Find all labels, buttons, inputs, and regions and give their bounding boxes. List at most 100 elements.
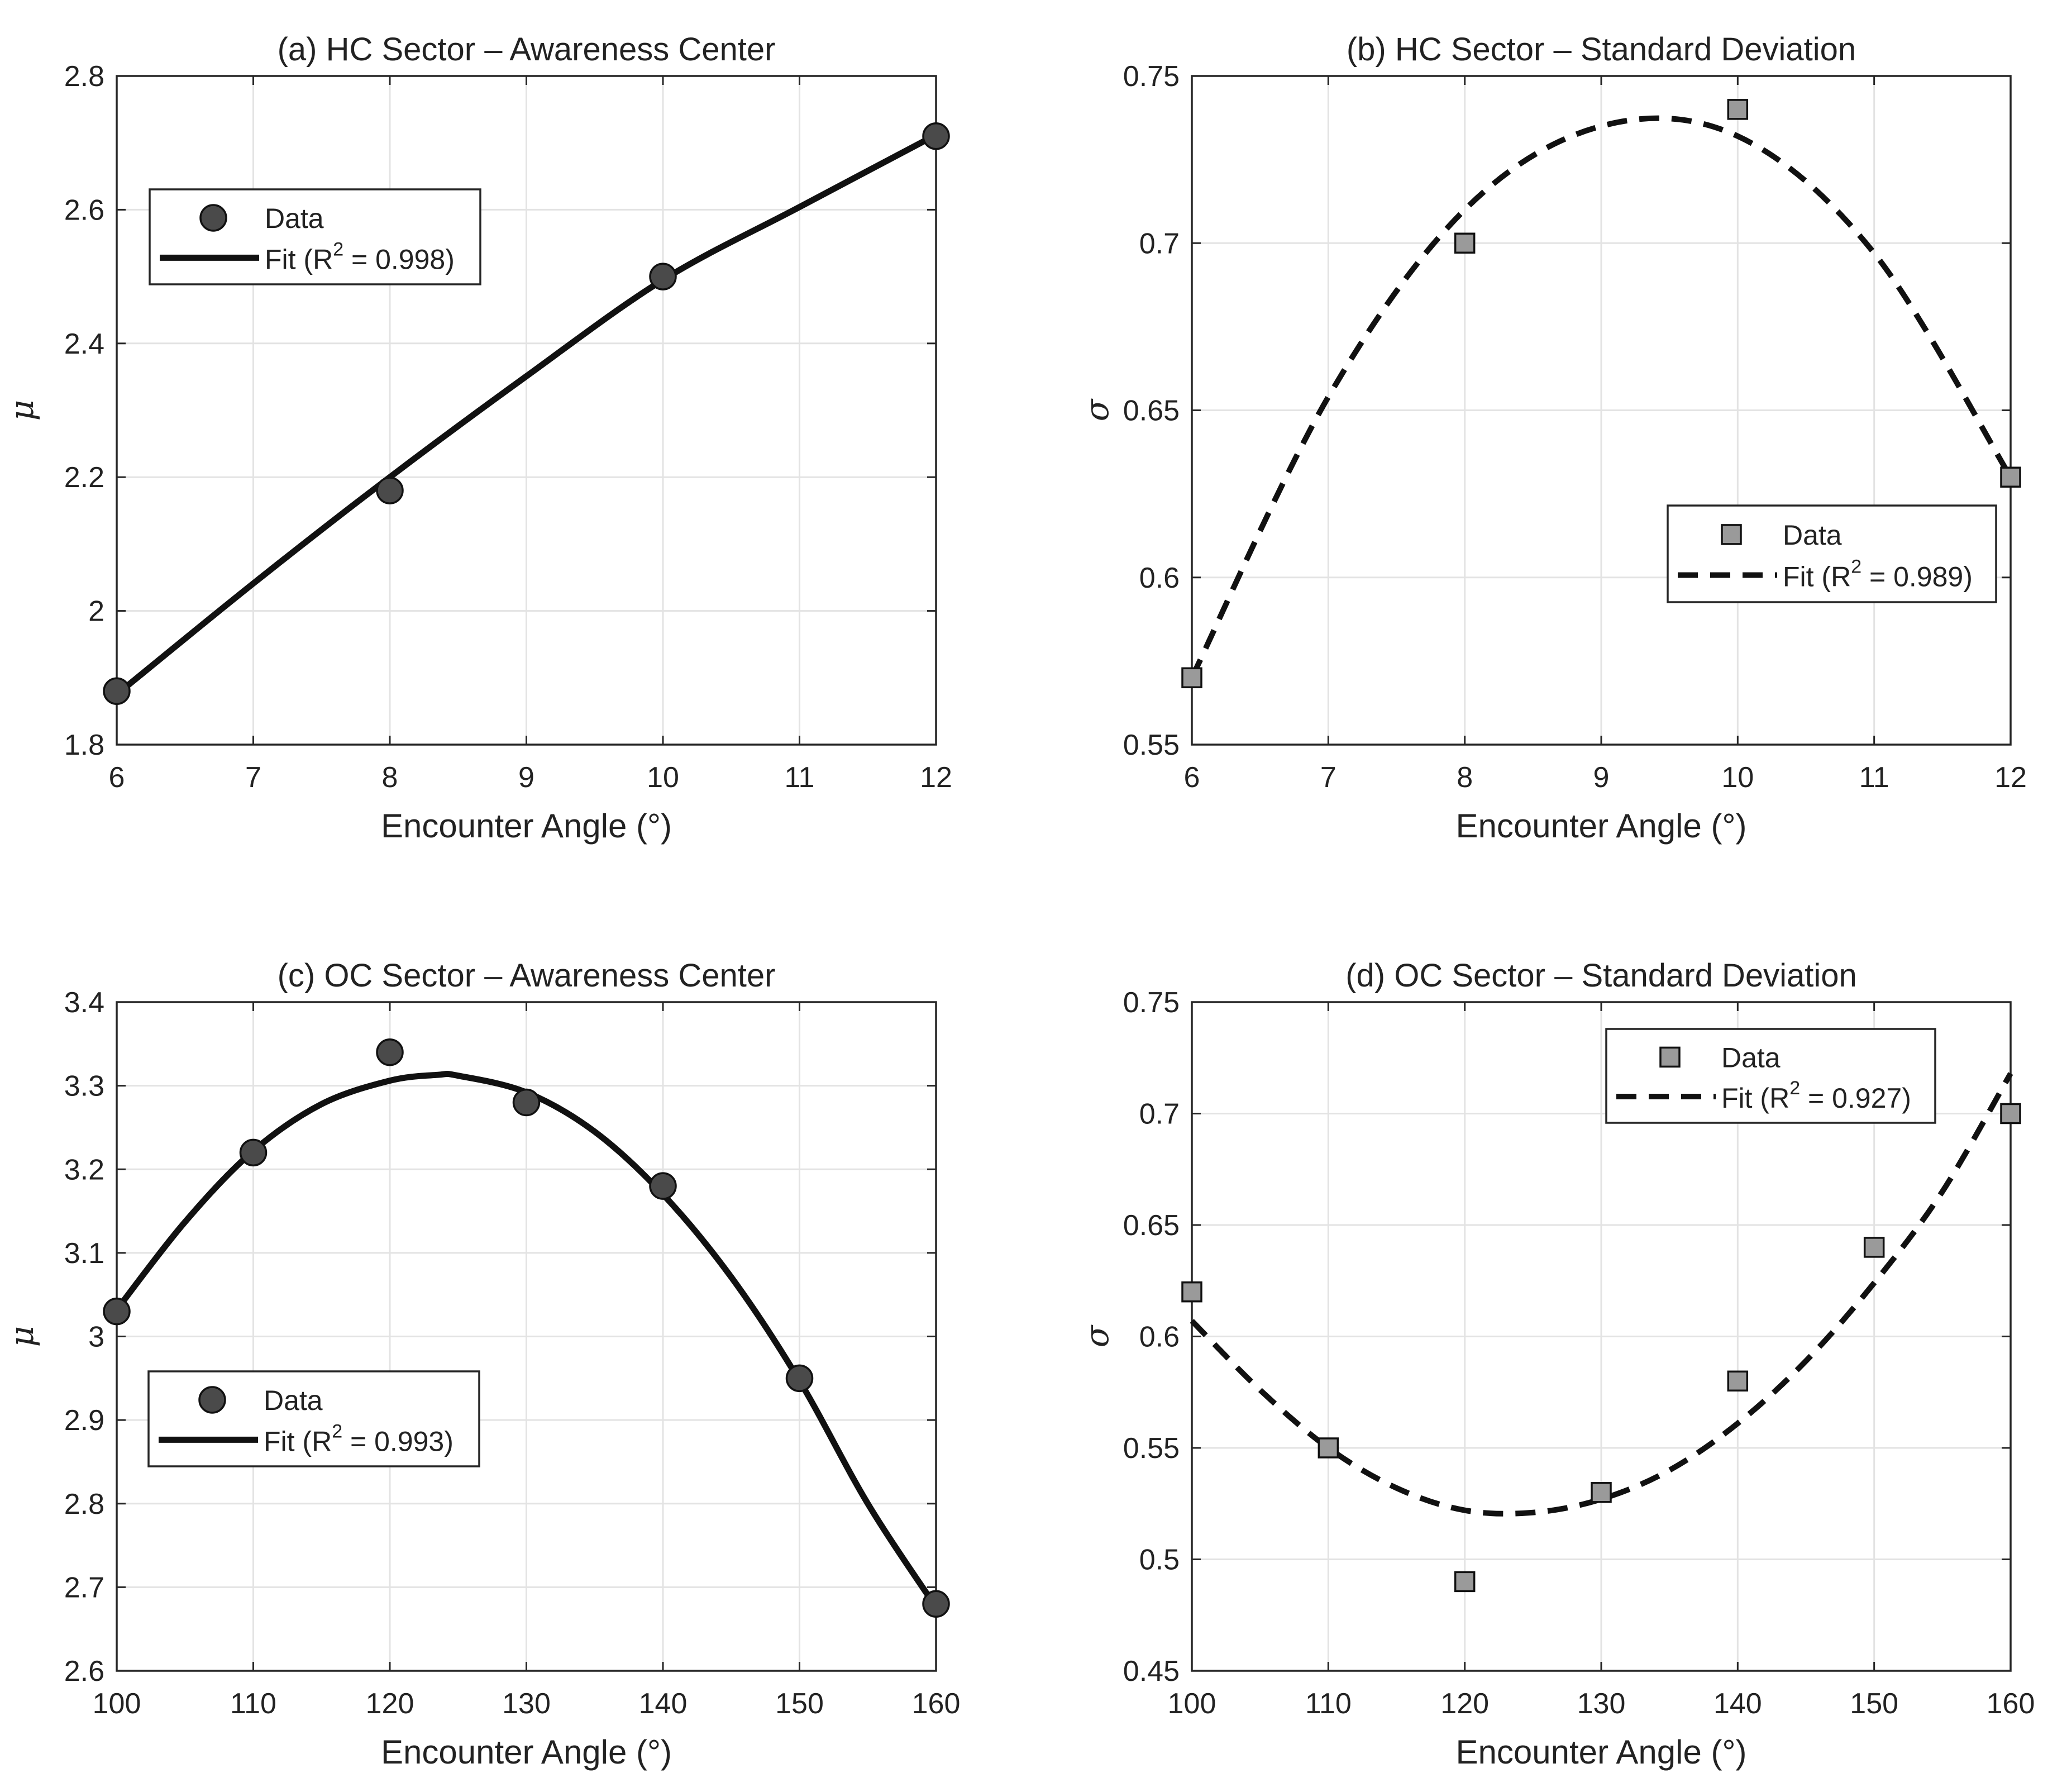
legend-data-marker (1721, 524, 1742, 545)
y-tick-label: 3 (88, 1321, 104, 1353)
x-tick-label: 11 (1859, 761, 1889, 794)
x-tick-label: 9 (518, 761, 534, 794)
fit-curve (114, 132, 938, 697)
data-point (103, 1297, 131, 1326)
legend-data-label: Data (264, 1385, 323, 1416)
legend-data-label: Data (1783, 520, 1842, 551)
y-tick-label: 2.2 (64, 461, 104, 494)
fit-curve (1190, 1072, 2013, 1517)
x-axis-label: Encounter Angle (°) (381, 1733, 672, 1771)
y-tick-label: 0.45 (1123, 1655, 1180, 1688)
y-tick-label: 0.6 (1139, 562, 1180, 594)
legend-fit-superscript: 2 (1851, 556, 1861, 578)
legend: Data Fit (R2 = 0.993) (147, 1370, 480, 1467)
legend-fit-suffix: = 0.998) (343, 244, 455, 275)
x-tick-label: 150 (1850, 1688, 1898, 1720)
axes-box (116, 1001, 937, 1672)
y-tick-label: 0.75 (1123, 60, 1180, 93)
legend-data-marker (1659, 1046, 1681, 1068)
data-point (2000, 1103, 2021, 1124)
data-point (1454, 1571, 1476, 1593)
data-point (1727, 1370, 1749, 1392)
x-tick-label: 130 (502, 1688, 551, 1720)
y-tick-label: 0.65 (1123, 395, 1180, 427)
x-tick-label: 7 (1320, 761, 1337, 794)
x-tick-label: 110 (1305, 1688, 1352, 1720)
data-point (649, 1172, 677, 1200)
x-tick-label: 140 (1713, 1688, 1762, 1720)
y-tick-label: 0.55 (1123, 729, 1180, 761)
chart-title: (a) HC Sector – Awareness Center (278, 31, 776, 68)
data-point (376, 476, 404, 504)
y-tick-label: 3.4 (64, 986, 104, 1019)
y-tick-label: 0.7 (1139, 1098, 1180, 1131)
legend-fit-label: Fit (R2 = 0.993) (264, 1421, 454, 1457)
y-tick-label: 0.75 (1123, 986, 1180, 1019)
chart-panel-c: 100 110 120 130 140 150 160 2.6 2.7 2.8 2.9 3 3.1 3.2… (3, 957, 960, 1771)
legend-box (1605, 1028, 1936, 1124)
legend-box (147, 1370, 480, 1467)
data-point (922, 122, 950, 150)
x-tick-label: 130 (1577, 1688, 1626, 1720)
data-point (1318, 1437, 1339, 1459)
x-tick-label: 100 (93, 1688, 141, 1720)
x-tick-label: 7 (245, 761, 261, 794)
legend-data-marker (198, 1386, 226, 1414)
x-tick-label: 140 (639, 1688, 688, 1720)
data-point (785, 1364, 814, 1393)
x-tick-label: 160 (1987, 1688, 2035, 1720)
data-point (103, 677, 131, 705)
y-tick-label: 2.9 (64, 1404, 104, 1437)
x-axis-label: Encounter Angle (°) (381, 807, 672, 845)
x-tick-label: 6 (1184, 761, 1200, 794)
x-tick-label: 9 (1593, 761, 1610, 794)
legend-fit-prefix: Fit (R (264, 1426, 332, 1457)
y-tick-label: 2.7 (64, 1571, 104, 1604)
data-point (1863, 1237, 1885, 1258)
x-tick-label: 120 (1440, 1688, 1489, 1720)
legend-fit-label: Fit (R2 = 0.927) (1721, 1078, 1911, 1114)
y-axis-label: σ (1078, 398, 1116, 421)
legend-fit-superscript: 2 (1789, 1078, 1800, 1099)
x-tick-label: 100 (1168, 1688, 1216, 1720)
axes-box (1191, 75, 2012, 746)
axes-box (116, 75, 937, 746)
x-tick-label: 12 (920, 761, 952, 794)
legend-fit-prefix: Fit (R (1783, 561, 1851, 593)
y-tick-label: 0.55 (1123, 1432, 1180, 1465)
y-axis-label: μ (3, 1326, 41, 1347)
y-tick-label: 3.1 (64, 1237, 104, 1270)
x-tick-label: 110 (230, 1688, 276, 1720)
legend-box (149, 188, 481, 285)
chart-panel-d: 100 110 120 130 140 150 160 0.45 0.5 0.55 0.6 0.65 0… (1078, 957, 2035, 1771)
y-tick-label: 2.8 (64, 1488, 104, 1521)
data-point (649, 263, 677, 290)
data-point (1727, 99, 1749, 120)
legend-fit-prefix: Fit (R (265, 244, 333, 275)
x-tick-label: 10 (1721, 761, 1754, 794)
chart-title: (d) OC Sector – Standard Deviation (1345, 957, 1857, 994)
chart-title: (c) OC Sector – Awareness Center (278, 957, 776, 994)
legend-fit-label: Fit (R2 = 0.989) (1783, 556, 1973, 593)
y-tick-label: 2.4 (64, 328, 104, 360)
y-tick-label: 3.3 (64, 1070, 104, 1103)
data-point (376, 1038, 404, 1066)
legend-fit-suffix: = 0.927) (1800, 1083, 1911, 1114)
x-tick-label: 11 (785, 761, 815, 794)
legend: Data Fit (R2 = 0.998) (149, 188, 481, 285)
y-tick-label: 2.6 (64, 194, 104, 226)
x-tick-label: 8 (382, 761, 398, 794)
y-axis-label: σ (1078, 1324, 1116, 1347)
chart-panel-a: 6 7 8 9 10 11 12 1.8 2 2.2 2.4 2.6 2.8 (a) HC Sector … (3, 31, 952, 845)
legend-fit-superscript: 2 (332, 1421, 342, 1442)
x-axis-label: Encounter Angle (°) (1456, 1733, 1747, 1771)
legend-fit-suffix: = 0.989) (1861, 561, 1973, 593)
chart-panel-b: 6 7 8 9 10 11 12 0.55 0.6 0.65 0.7 0.75 (b) HC Secto… (1078, 31, 2027, 845)
chart-title: (b) HC Sector – Standard Deviation (1347, 31, 1856, 68)
data-point (2000, 466, 2021, 488)
y-tick-label: 0.7 (1139, 227, 1180, 260)
x-tick-label: 10 (647, 761, 679, 794)
y-tick-label: 3.2 (64, 1154, 104, 1186)
x-axis-label: Encounter Angle (°) (1456, 807, 1747, 845)
